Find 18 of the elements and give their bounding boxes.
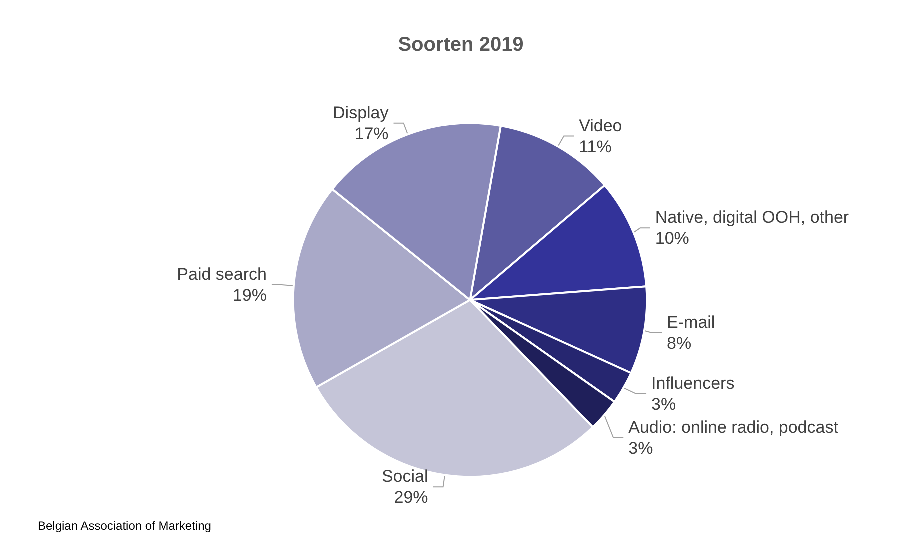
data-label: 19% — [232, 286, 267, 306]
data-label: 3% — [628, 439, 654, 458]
text: Belgian Association of Marketing — [38, 519, 212, 533]
data-label: 11% — [579, 137, 612, 156]
data-label: 8% — [667, 334, 692, 353]
data-label: 3% — [652, 395, 676, 414]
slice-label: Social — [382, 467, 428, 486]
slice-label: Audio: online radio, podcast — [628, 418, 839, 438]
slice-label: Display — [333, 103, 390, 122]
data-label: 10% — [655, 229, 690, 248]
slice-label: E-mail — [667, 312, 716, 332]
data-label: 17% — [354, 124, 389, 144]
slice-label: Video — [579, 116, 622, 136]
chart-title: Soorten 2019 — [398, 34, 524, 56]
data-label: 29% — [394, 488, 428, 508]
slice-label: Native, digital OOH, other — [655, 208, 850, 228]
slice-label: Paid search — [177, 265, 267, 284]
slice-label: Influencers — [652, 374, 735, 394]
